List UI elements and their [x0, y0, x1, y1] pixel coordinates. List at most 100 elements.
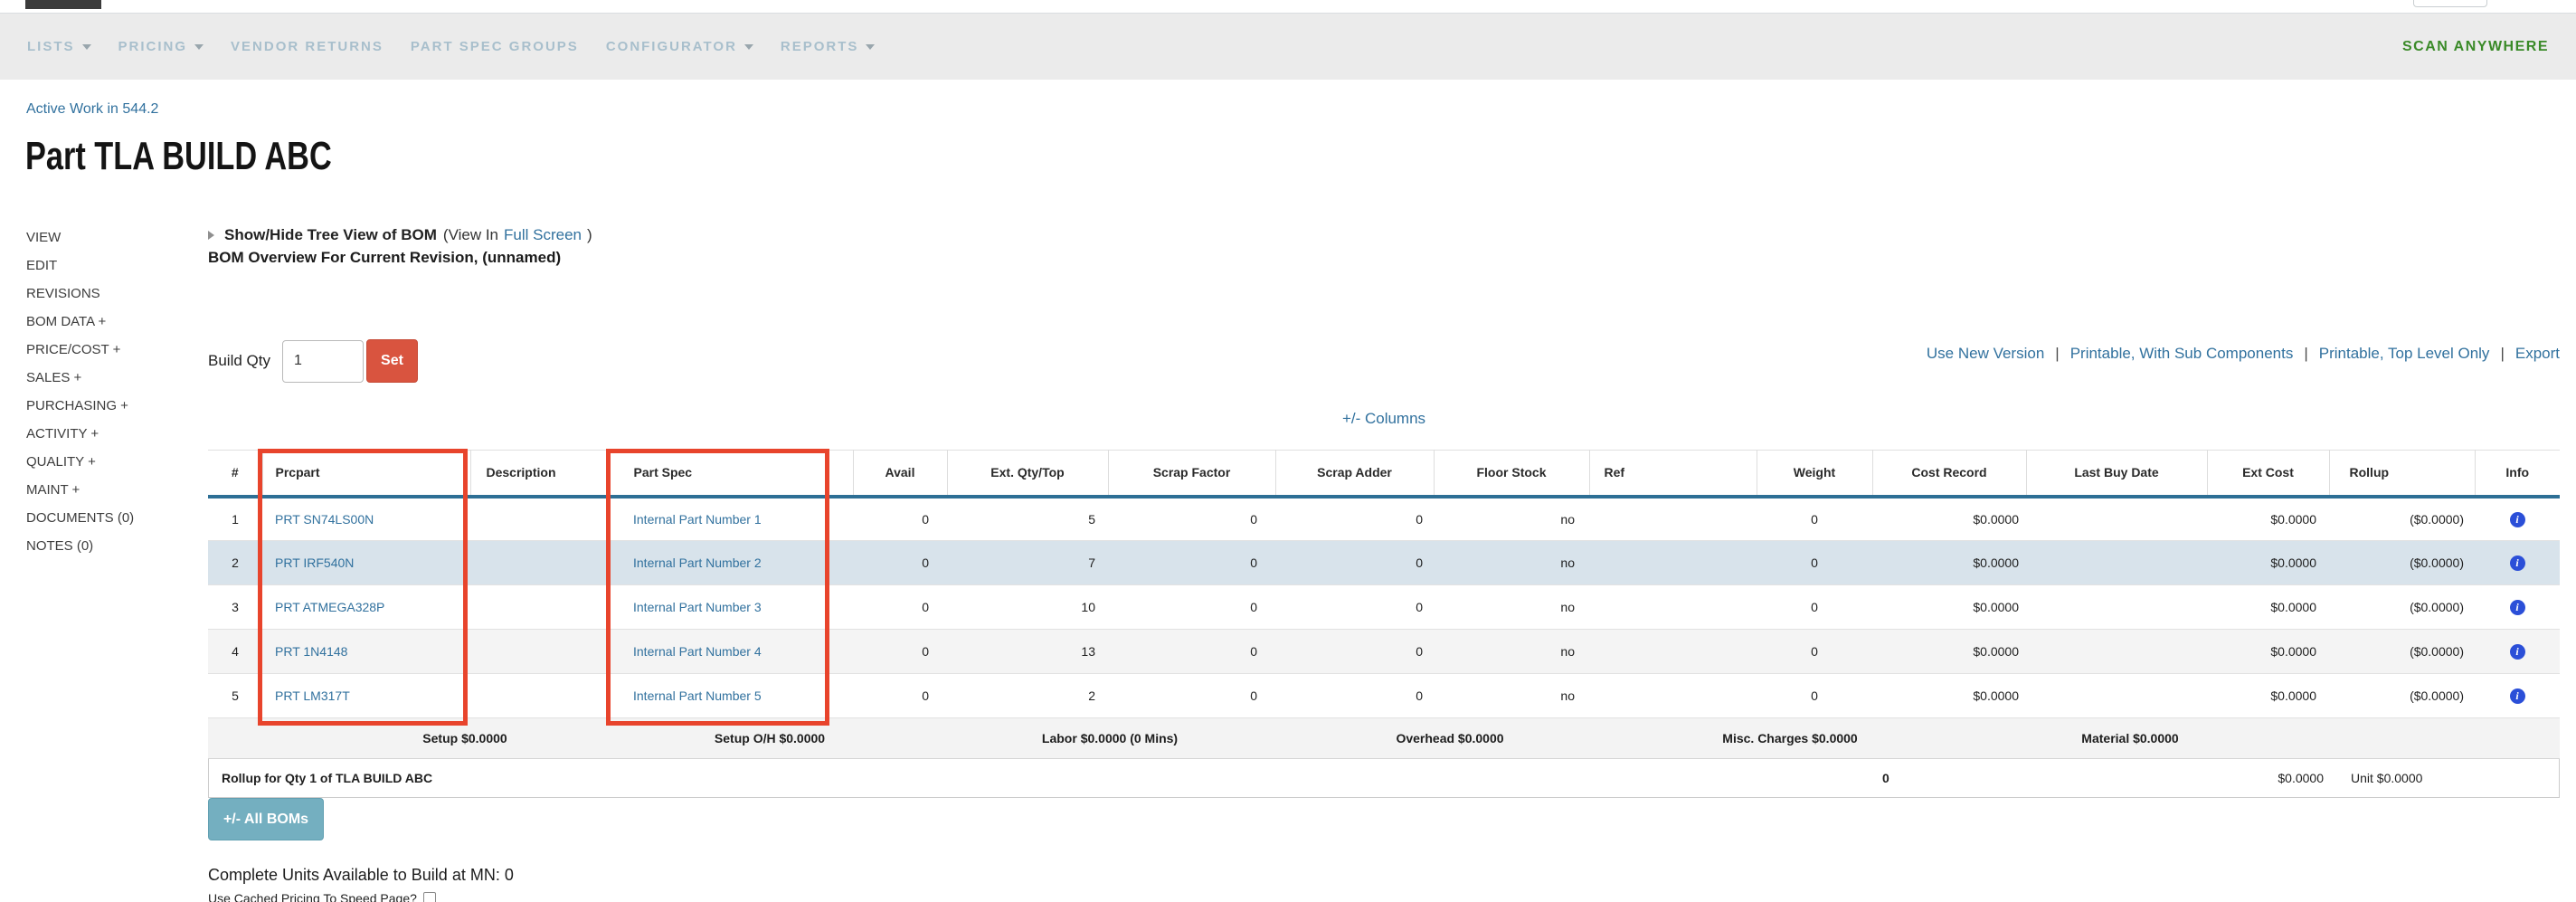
- column-header-scrap-adder: Scrap Adder: [1274, 450, 1434, 498]
- bom-overview-heading: BOM Overview For Current Revision, (unna…: [208, 249, 562, 266]
- prcpart-link[interactable]: PRT 1N4148: [275, 644, 348, 659]
- row-num: 2: [208, 540, 262, 585]
- rollup-cell: ($0.0000): [2329, 673, 2475, 718]
- tree-toggle-label: Show/Hide Tree View of BOM: [224, 226, 437, 243]
- last-buy-date-cell: [2026, 629, 2207, 674]
- columns-toggle-link[interactable]: +/- Columns: [1341, 410, 1426, 427]
- nav-item-label: VENDOR RETURNS: [231, 39, 384, 54]
- view-in-suffix: ): [587, 226, 592, 243]
- nav-item-lists[interactable]: LISTS: [27, 39, 91, 54]
- scrap-factor-cell: 0: [1108, 673, 1275, 718]
- sidebar-item-notes[interactable]: NOTES (0): [26, 538, 94, 554]
- info-icon[interactable]: [2509, 599, 2525, 615]
- cost-record-cell: $0.0000: [1872, 673, 2026, 718]
- info-icon[interactable]: [2509, 555, 2525, 571]
- build-qty-label: Build Qty: [208, 352, 270, 369]
- ref-cell: [1589, 496, 1757, 541]
- part-spec-link[interactable]: Internal Part Number 1: [633, 511, 762, 527]
- set-button[interactable]: Set: [365, 339, 418, 383]
- info-icon[interactable]: [2509, 511, 2525, 527]
- info-icon[interactable]: [2509, 688, 2525, 704]
- prcpart-link[interactable]: PRT LM317T: [275, 688, 350, 703]
- sidebar-item-documents[interactable]: DOCUMENTS (0): [26, 510, 135, 526]
- rollup-unit-cost: Unit $0.0000: [2351, 771, 2423, 785]
- chevron-down-icon: [743, 43, 753, 50]
- description-cell: [470, 629, 607, 674]
- view-in-prefix: (View In: [442, 226, 499, 243]
- column-header-weight: Weight: [1756, 450, 1872, 498]
- nav-item-part-spec-groups[interactable]: PART SPEC GROUPS: [411, 39, 579, 54]
- scan-anywhere-link[interactable]: SCAN ANYWHERE: [2401, 38, 2549, 54]
- use-new-version-link[interactable]: Use New Version: [1926, 345, 2045, 362]
- rollup-cell: ($0.0000): [2329, 584, 2475, 630]
- misc-charges-cost: Misc. Charges $0.0000: [1722, 731, 1858, 745]
- chevron-down-icon: [866, 43, 876, 50]
- prcpart-link[interactable]: PRT IRF540N: [275, 555, 355, 570]
- printable-with-sub-components-link[interactable]: Printable, With Sub Components: [2069, 345, 2294, 362]
- column-header-floor-stock: Floor Stock: [1433, 450, 1589, 498]
- ext-qty-cell: 5: [947, 496, 1108, 541]
- last-buy-date-cell: [2026, 496, 2207, 541]
- cached-pricing-checkbox[interactable]: [422, 892, 436, 902]
- column-header-ref: Ref: [1588, 450, 1757, 498]
- window-tab-remnant: [25, 0, 101, 9]
- chevron-down-icon: [194, 43, 204, 50]
- description-cell: [470, 540, 607, 585]
- sidebar-item-bom-data[interactable]: BOM DATA +: [26, 314, 107, 329]
- active-work-link[interactable]: Active Work in 544.2: [26, 101, 159, 117]
- last-buy-date-cell: [2026, 673, 2207, 718]
- export-link[interactable]: Export: [2514, 345, 2560, 362]
- avail-cell: 0: [853, 673, 947, 718]
- part-spec-link[interactable]: Internal Part Number 3: [633, 600, 762, 614]
- column-header-num: #: [208, 450, 262, 498]
- sidebar-item-quality[interactable]: QUALITY +: [26, 454, 96, 470]
- chevron-down-icon: [81, 43, 91, 50]
- nav-item-label: REPORTS: [780, 39, 859, 54]
- sidebar-item-revisions[interactable]: REVISIONS: [26, 286, 100, 301]
- sidebar-item-purchasing[interactable]: PURCHASING +: [26, 398, 128, 413]
- bom-actions-row: Use New Version | Printable, With Sub Comp…: [1927, 345, 2560, 363]
- sidebar-item-edit[interactable]: EDIT: [26, 258, 58, 273]
- avail-cell: 0: [853, 629, 947, 674]
- nav-item-vendor-returns[interactable]: VENDOR RETURNS: [231, 39, 384, 54]
- table-row: 1 PRT SN74LS00N Internal Part Number 1 0…: [208, 496, 2560, 541]
- nav-item-label: PRICING: [118, 39, 188, 54]
- rollup-qty: 0: [1882, 771, 1889, 785]
- part-spec-link[interactable]: Internal Part Number 2: [633, 555, 762, 570]
- floor-stock-cell: no: [1434, 673, 1589, 718]
- sidebar-item-view[interactable]: VIEW: [26, 230, 62, 245]
- build-qty-input[interactable]: [281, 339, 364, 383]
- printable-top-level-only-link[interactable]: Printable, Top Level Only: [2318, 345, 2490, 362]
- prcpart-link[interactable]: PRT ATMEGA328P: [275, 600, 385, 614]
- last-buy-date-cell: [2026, 540, 2207, 585]
- scrap-adder-cell: 0: [1275, 629, 1434, 674]
- part-spec-link[interactable]: Internal Part Number 5: [633, 688, 762, 703]
- sidebar-item-price-cost[interactable]: PRICE/COST +: [26, 342, 121, 357]
- table-row: 3 PRT ATMEGA328P Internal Part Number 3 …: [208, 584, 2560, 630]
- row-num: 1: [208, 496, 262, 541]
- all-boms-button[interactable]: +/- All BOMs: [208, 798, 324, 840]
- rollup-ext-cost-total: $0.0000: [2278, 771, 2324, 785]
- weight-cell: 0: [1757, 584, 1872, 630]
- part-spec-link[interactable]: Internal Part Number 4: [633, 644, 762, 659]
- sidebar-item-maint[interactable]: MAINT +: [26, 482, 80, 498]
- description-cell: [470, 496, 607, 541]
- info-icon[interactable]: [2509, 643, 2525, 660]
- ext-qty-cell: 13: [947, 629, 1108, 674]
- prcpart-link[interactable]: PRT SN74LS00N: [275, 511, 374, 527]
- sidebar-item-sales[interactable]: SALES +: [26, 370, 82, 385]
- main-nav: LISTS PRICING VENDOR RETURNS PART SPEC G…: [0, 13, 2576, 80]
- sidebar-item-activity[interactable]: ACTIVITY +: [26, 426, 99, 442]
- cost-summary-row: Setup $0.0000 Setup O/H $0.0000 Labor $0…: [208, 718, 2560, 759]
- nav-item-configurator[interactable]: CONFIGURATOR: [606, 39, 753, 54]
- column-header-last-buy-date: Last Buy Date: [2025, 450, 2207, 498]
- nav-item-pricing[interactable]: PRICING: [118, 39, 204, 54]
- full-screen-link[interactable]: Full Screen: [504, 226, 582, 243]
- nav-item-reports[interactable]: REPORTS: [781, 39, 876, 54]
- tree-view-toggle[interactable]: Show/Hide Tree View of BOM (View In Full…: [208, 226, 2560, 244]
- row-num: 5: [208, 673, 262, 718]
- ref-cell: [1589, 540, 1757, 585]
- separator: |: [2500, 345, 2505, 362]
- scrap-adder-cell: 0: [1275, 673, 1434, 718]
- overhead-cost: Overhead $0.0000: [1396, 731, 1504, 745]
